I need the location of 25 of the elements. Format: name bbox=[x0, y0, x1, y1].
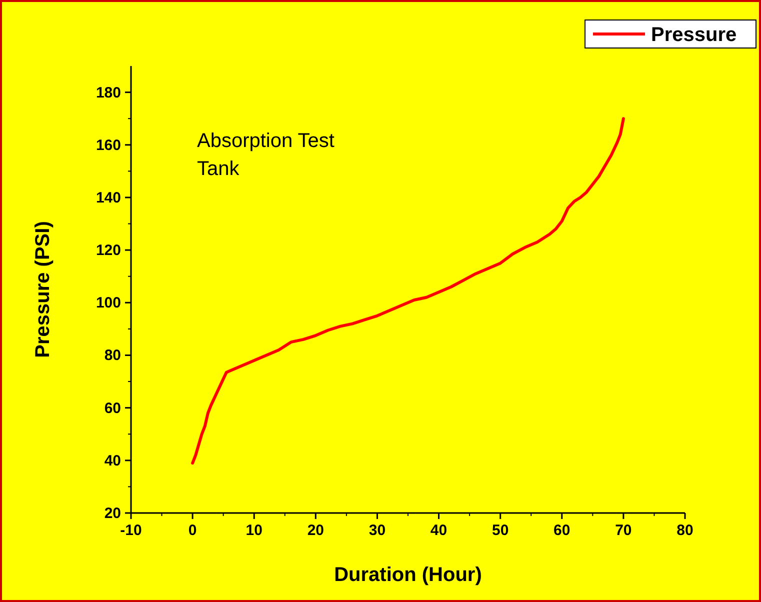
annotation: Tank bbox=[197, 158, 240, 180]
y-tick-label: 160 bbox=[96, 136, 121, 154]
y-axis-title: Pressure (PSI) bbox=[32, 221, 54, 358]
x-tick-label: 30 bbox=[368, 522, 386, 539]
y-tick-label: 120 bbox=[96, 242, 121, 260]
y-tick-label: 180 bbox=[96, 84, 121, 102]
x-tick-label: 0 bbox=[188, 522, 197, 539]
annotation: Absorption Test bbox=[197, 130, 335, 152]
x-tick-label: 50 bbox=[492, 522, 509, 539]
x-tick-label: 40 bbox=[430, 522, 448, 539]
y-tick-label: 40 bbox=[104, 452, 121, 470]
legend-label: Pressure bbox=[651, 24, 737, 46]
x-tick-label: 80 bbox=[676, 522, 694, 539]
x-tick-label: 10 bbox=[246, 522, 262, 539]
y-tick-label: 20 bbox=[104, 505, 121, 522]
y-tick-label: 140 bbox=[96, 189, 121, 206]
x-tick-label: 60 bbox=[554, 522, 570, 539]
x-tick-label: 20 bbox=[307, 522, 324, 539]
y-tick-label: 80 bbox=[104, 347, 121, 364]
x-tick-label: -10 bbox=[120, 522, 142, 539]
x-axis-title: Duration (Hour) bbox=[334, 564, 482, 586]
line-series bbox=[191, 117, 625, 465]
x-tick-label: 70 bbox=[615, 522, 632, 539]
y-tick-label: 100 bbox=[96, 294, 121, 312]
y-tick-label: 60 bbox=[104, 400, 121, 417]
